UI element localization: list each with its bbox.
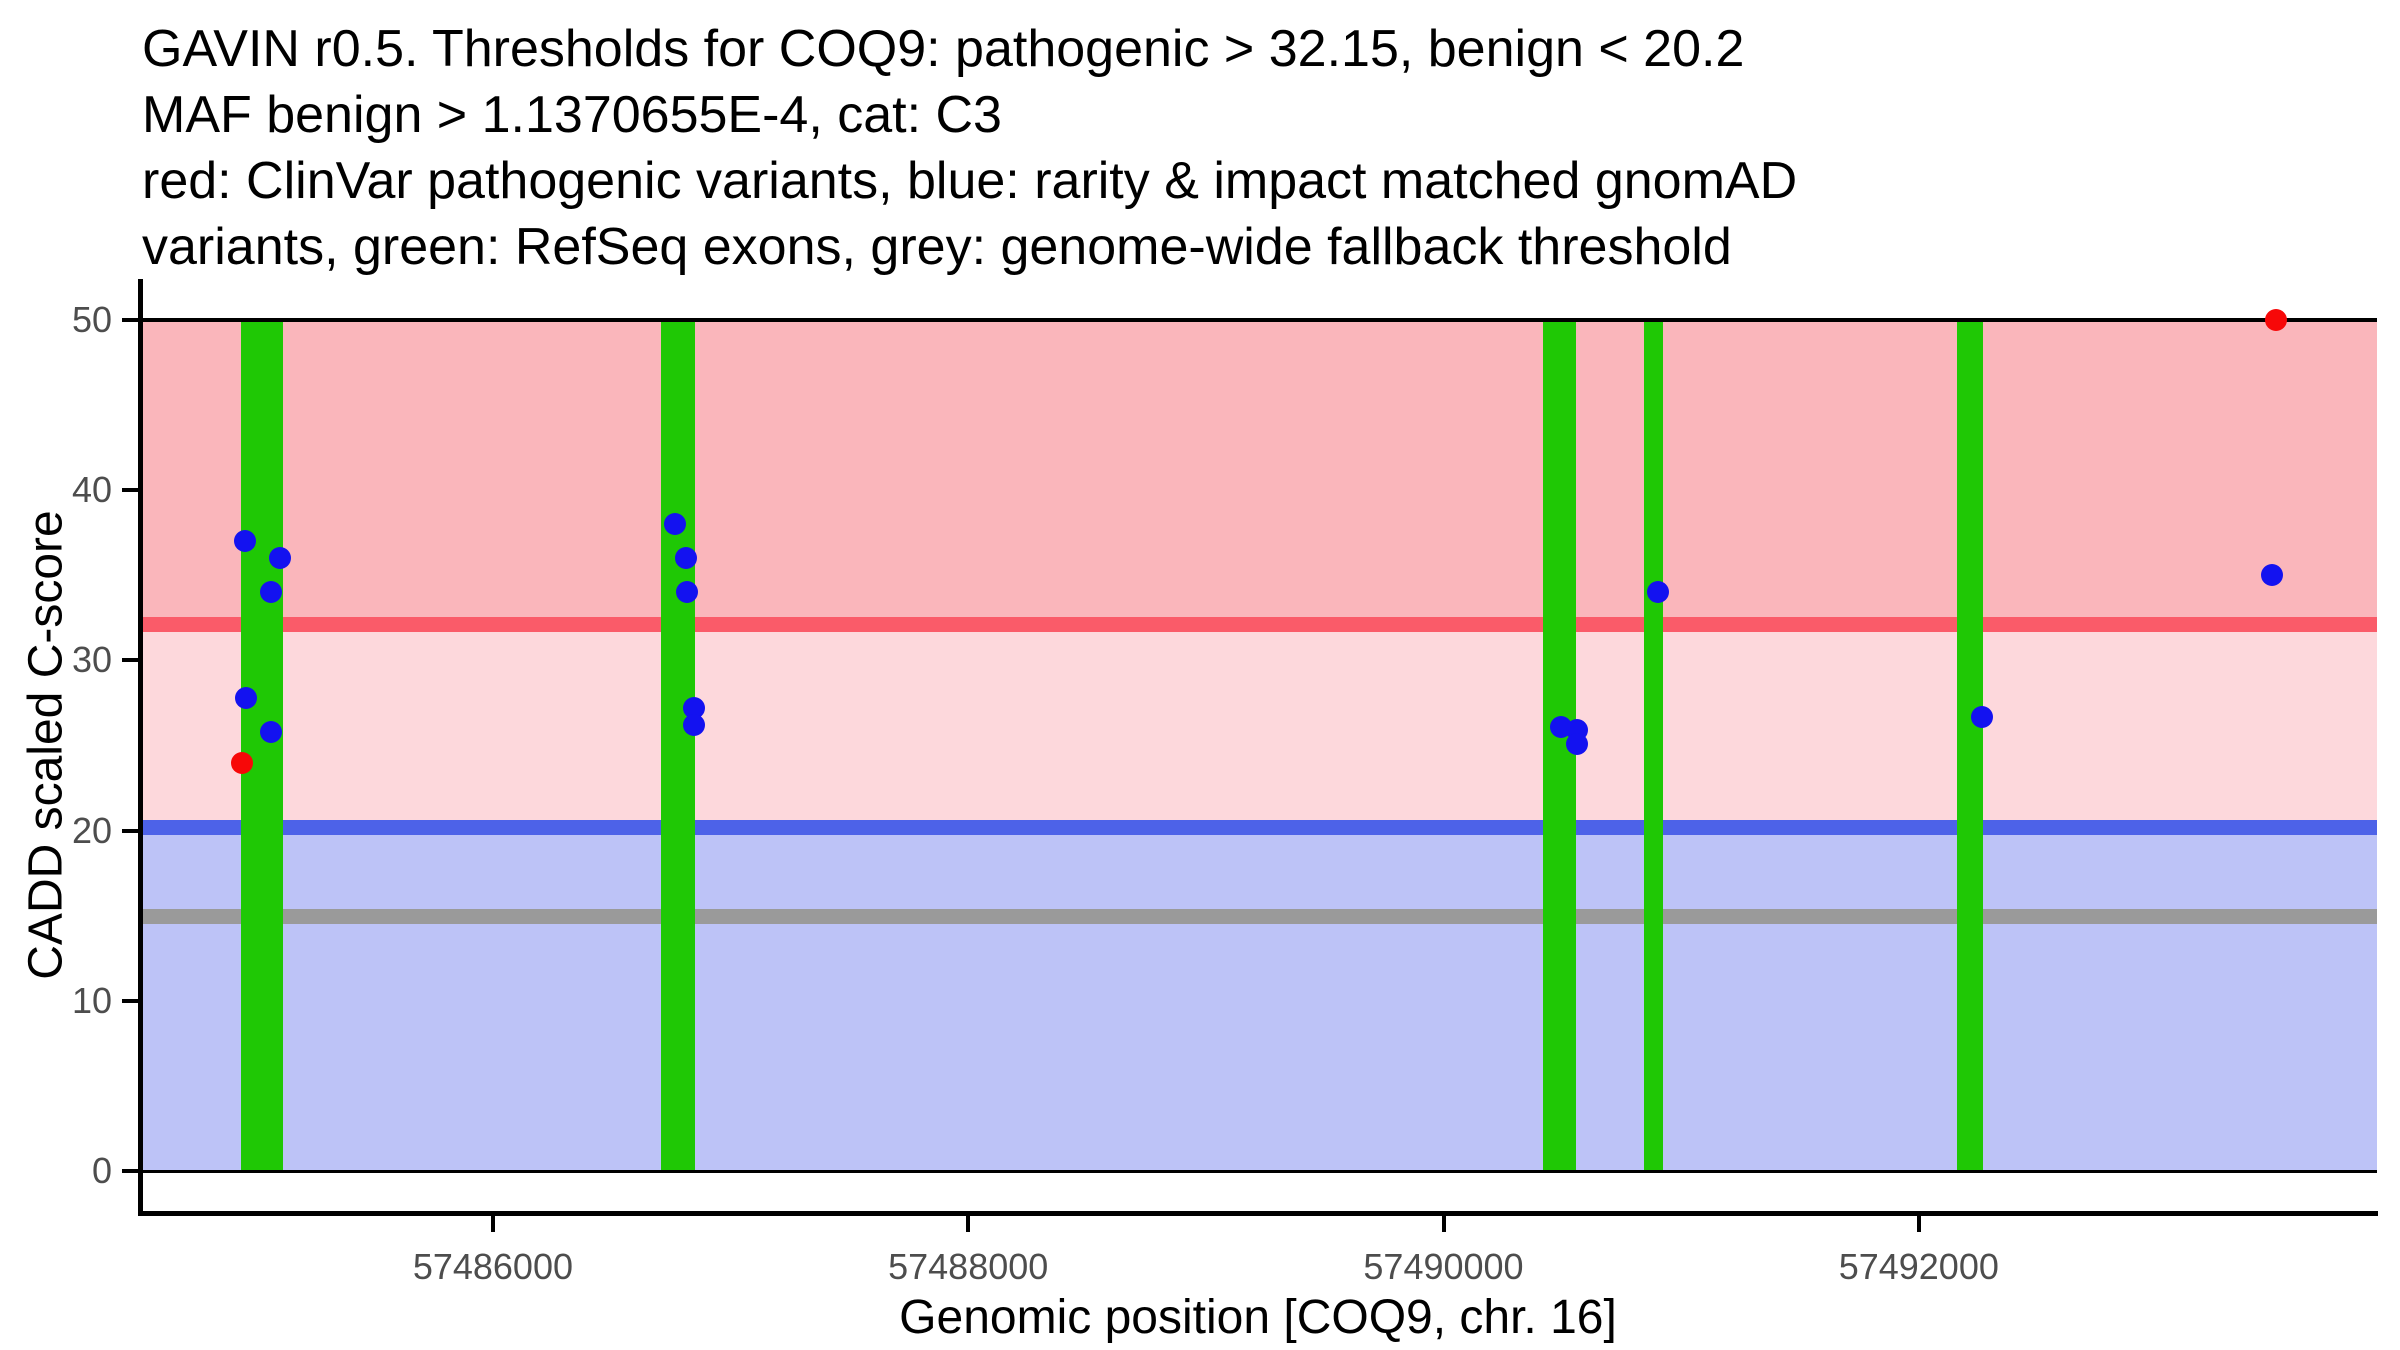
- x-tick-label: 57488000: [888, 1246, 1049, 1287]
- x-axis-line: [138, 1211, 2378, 1216]
- y-tick: [122, 658, 140, 663]
- y-tick-label: 40: [71, 469, 112, 511]
- gnomad-point: [268, 547, 291, 570]
- y-axis-line: [138, 279, 143, 1216]
- gnomad-point: [663, 513, 686, 536]
- x-tick: [1441, 1216, 1446, 1232]
- gnomad-point: [233, 530, 256, 553]
- plot-title: GAVIN r0.5. Thresholds for COQ9: pathoge…: [142, 16, 1797, 280]
- x-tick-label: 57490000: [1363, 1246, 1524, 1287]
- gnomad-point: [1971, 705, 1994, 728]
- region-band-pathogenic-zone: [140, 320, 2377, 624]
- region-band-benign-zone: [140, 827, 2377, 1171]
- x-tick: [490, 1216, 495, 1232]
- region-band-uncertain-zone: [140, 623, 2377, 828]
- threshold-line-pathogenic: [140, 616, 2377, 632]
- clinvar-point: [2264, 309, 2287, 331]
- gnomad-point: [259, 581, 282, 604]
- y-tick-label: 10: [71, 979, 112, 1021]
- clinvar-point: [230, 751, 253, 774]
- y-tick: [122, 998, 140, 1003]
- x-tick: [1916, 1216, 1921, 1232]
- y-tick: [122, 828, 140, 833]
- x-tick-label: 57492000: [1838, 1246, 1999, 1287]
- exon-bar-5: [1957, 320, 1983, 1171]
- x-axis-title: Genomic position [COQ9, chr. 16]: [899, 1291, 1617, 1344]
- title-line-3: red: ClinVar pathogenic variants, blue: …: [142, 152, 1798, 210]
- panel-zero-line: [140, 1170, 2377, 1173]
- gnomad-point: [1565, 732, 1588, 755]
- panel-top-border: [140, 318, 2377, 322]
- gnomad-point: [682, 697, 705, 720]
- title-line-2: MAF benign > 1.1370655E-4, cat: C3: [142, 86, 1002, 144]
- gnomad-point: [674, 547, 697, 570]
- title-line-4: variants, green: RefSeq exons, grey: gen…: [142, 218, 1732, 276]
- gnomad-point: [2260, 564, 2283, 587]
- y-tick: [122, 1169, 140, 1173]
- threshold-line-benign: [140, 820, 2377, 836]
- exon-bar-4: [1643, 320, 1663, 1171]
- gnomad-point: [682, 714, 705, 737]
- gnomad-point: [259, 720, 282, 743]
- title-line-1: GAVIN r0.5. Thresholds for COQ9: pathoge…: [142, 20, 1745, 78]
- y-tick-label: 20: [71, 809, 112, 851]
- gnomad-point: [234, 686, 257, 709]
- exon-bar-1: [241, 320, 283, 1171]
- gnomad-point: [1646, 581, 1669, 604]
- y-tick: [122, 488, 140, 493]
- threshold-line-genome-wide-fallback: [140, 908, 2377, 924]
- exon-bar-2: [660, 320, 695, 1171]
- y-tick: [122, 318, 140, 322]
- y-tick-label: 0: [91, 1150, 112, 1191]
- x-tick: [966, 1216, 971, 1232]
- x-tick-label: 57486000: [412, 1246, 573, 1287]
- y-tick-label: 50: [71, 299, 112, 340]
- gnomad-point: [675, 581, 698, 604]
- y-tick-label: 30: [71, 639, 112, 681]
